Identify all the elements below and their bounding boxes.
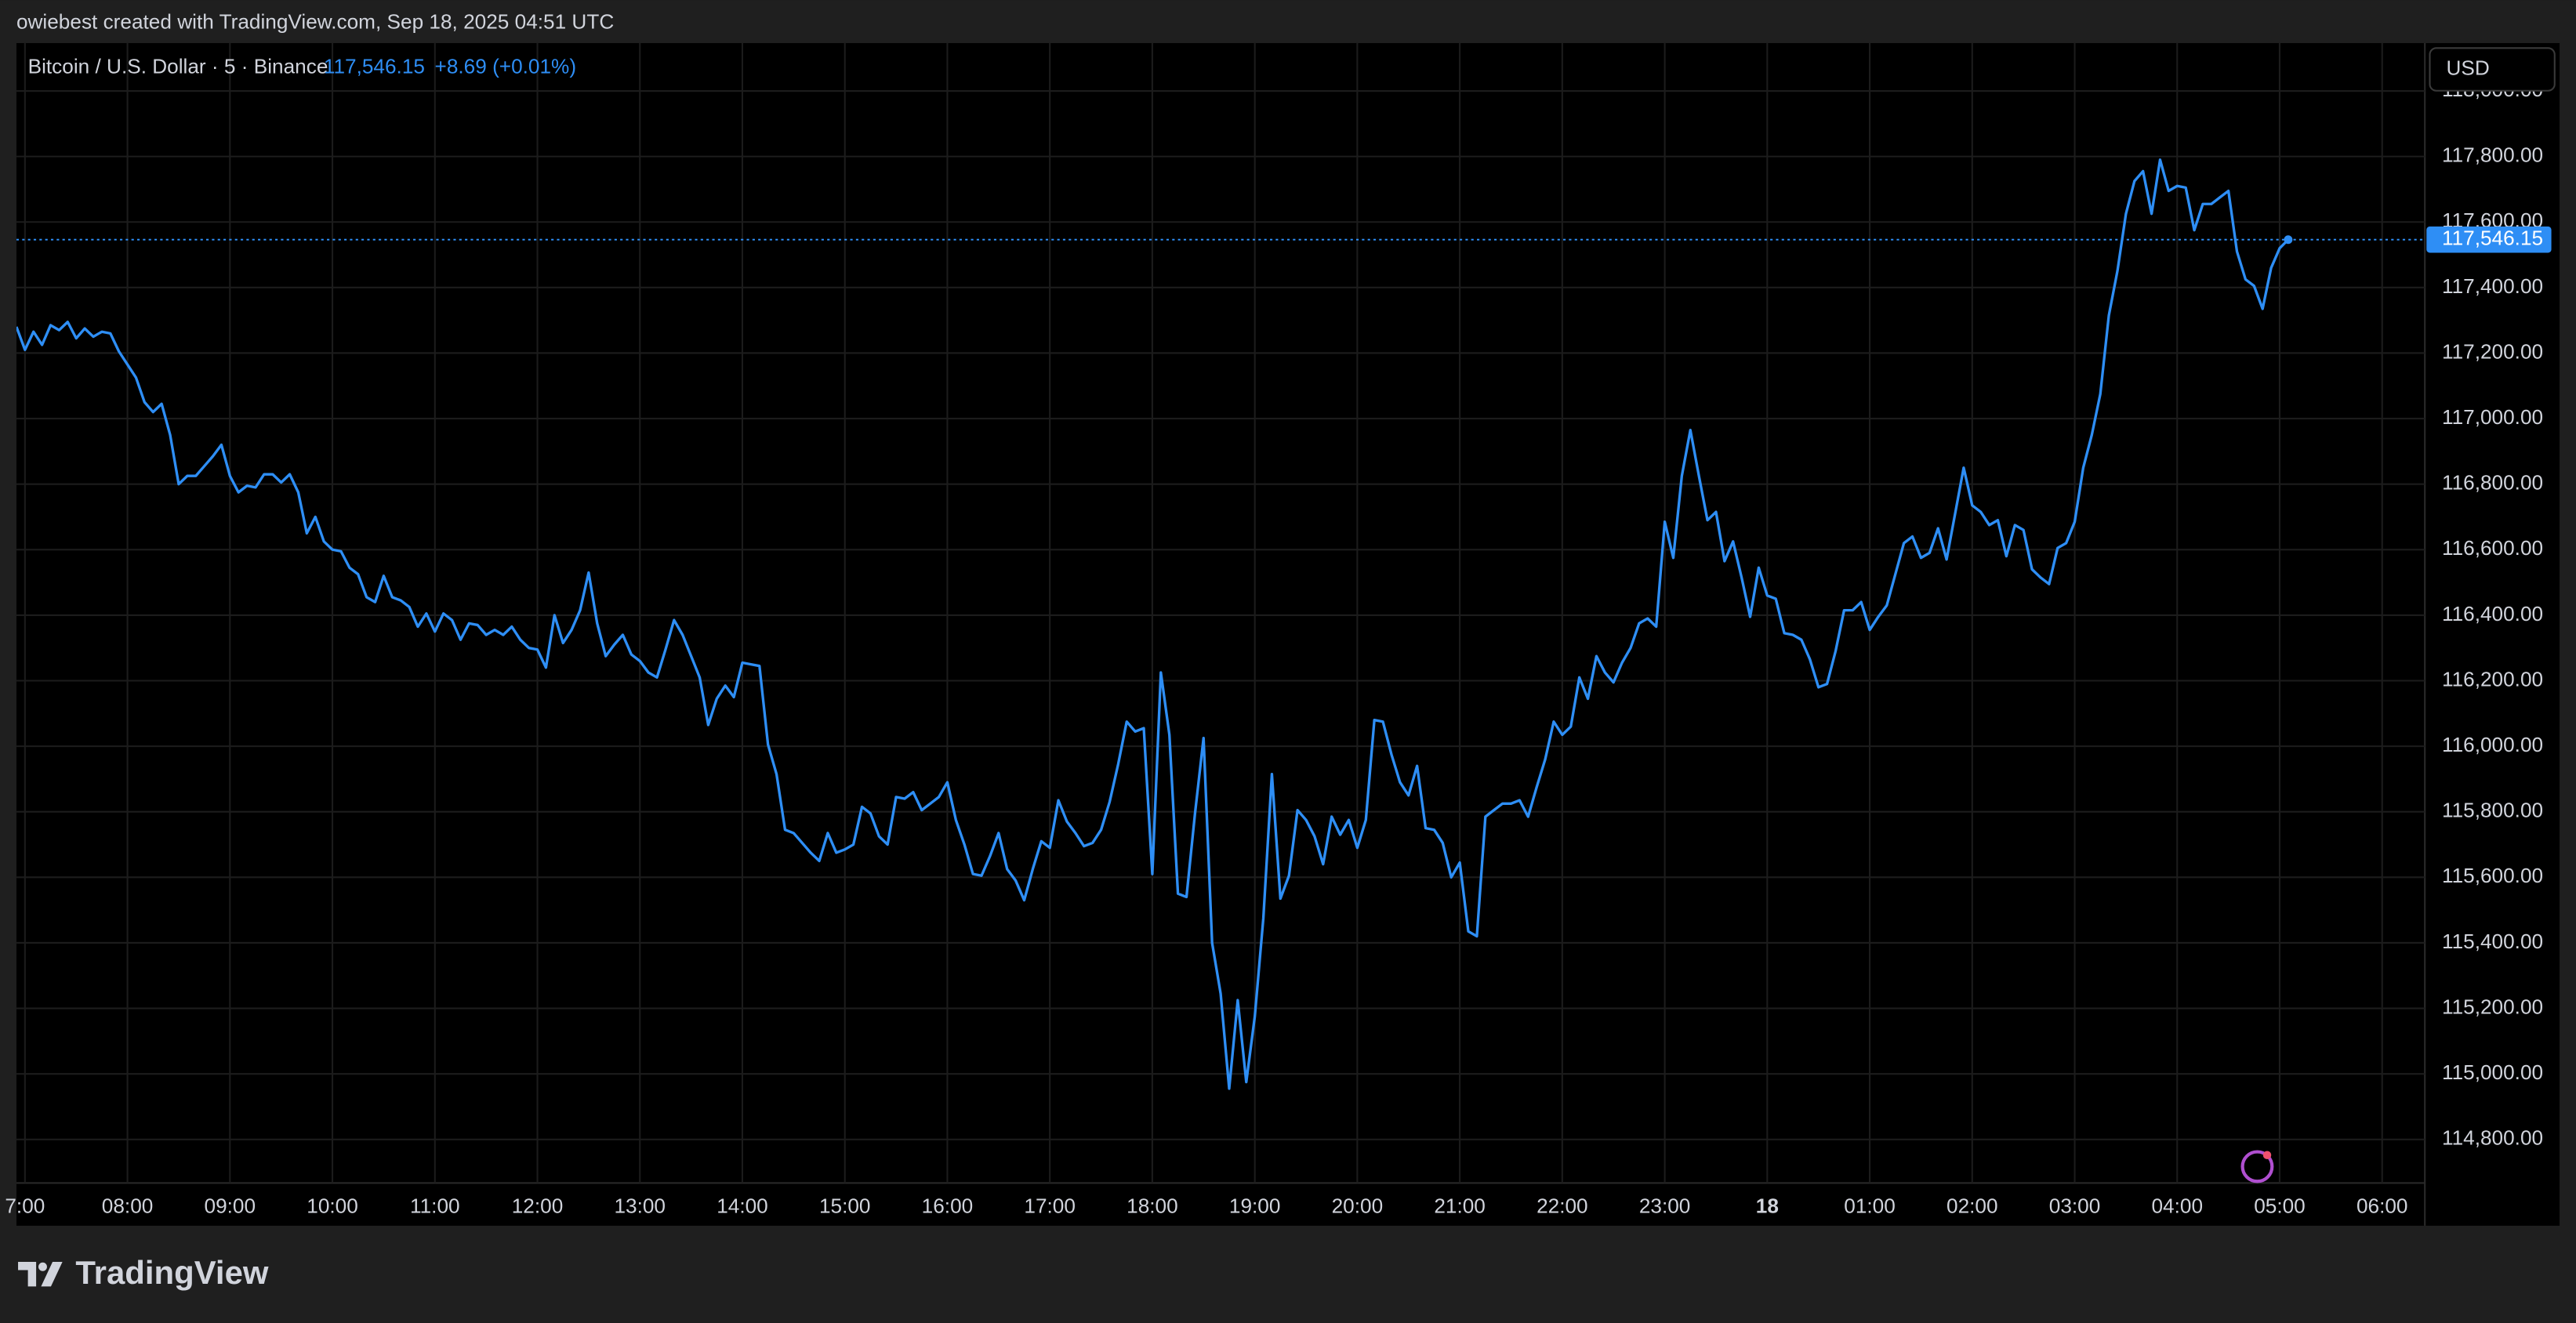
logo-mark — [18, 1261, 63, 1287]
y-tick-label: 116,200.00 — [2442, 667, 2543, 690]
x-tick-label: 01:00 — [1844, 1194, 1896, 1218]
y-tick-label: 115,400.00 — [2442, 930, 2543, 953]
x-tick-label: 7:00 — [5, 1194, 45, 1218]
x-tick-label: 18 — [1756, 1194, 1779, 1218]
last-price-label: 117,546.15 — [2442, 227, 2543, 250]
brand-name: TradingView — [75, 1254, 268, 1291]
x-tick-label: 15:00 — [819, 1194, 871, 1218]
chart-panel — [16, 42, 2560, 1226]
plot — [16, 158, 2425, 1090]
x-tick-label: 03:00 — [2049, 1194, 2101, 1218]
x-tick-label: 10:00 — [307, 1194, 358, 1218]
y-tick-label: 116,800.00 — [2442, 471, 2543, 495]
y-tick-label: 114,800.00 — [2442, 1126, 2543, 1150]
grid — [16, 42, 2425, 1183]
x-tick-label: 22:00 — [1537, 1194, 1588, 1218]
x-tick-label: 06:00 — [2356, 1194, 2408, 1218]
axes: 114,800.00 115,000.00 115,200.00 115,400.00… — [5, 78, 2552, 1218]
y-tick-label: 116,000.00 — [2442, 733, 2543, 756]
last-price-box — [2426, 226, 2552, 253]
x-tick-label: 04:00 — [2151, 1194, 2203, 1218]
x-tick-label: 09:00 — [205, 1194, 256, 1218]
legend-change: +8.69 (+0.01%) — [435, 54, 577, 78]
y-tick-label: 115,200.00 — [2442, 995, 2543, 1018]
y-tick-label: 116,600.00 — [2442, 536, 2543, 560]
x-tick-label: 02:00 — [1947, 1194, 1998, 1218]
y-tick-label: 117,200.00 — [2442, 339, 2543, 363]
currency-button[interactable] — [2429, 47, 2556, 92]
x-tick-label: 13:00 — [614, 1194, 666, 1218]
price-line — [16, 158, 2290, 1090]
icon-ring — [2240, 1150, 2274, 1183]
x-tick-label: 23:00 — [1639, 1194, 1691, 1218]
assistant-icon[interactable] — [2240, 1150, 2274, 1183]
y-tick-label: 117,000.00 — [2442, 405, 2543, 429]
brand-logo — [18, 1261, 63, 1287]
last-point — [2284, 235, 2293, 245]
x-tick-label: 08:00 — [102, 1194, 154, 1218]
logo-dot — [38, 1262, 47, 1271]
x-tick-label: 05:00 — [2254, 1194, 2306, 1218]
x-tick-label: 12:00 — [512, 1194, 564, 1218]
currency-label[interactable]: USD — [2446, 56, 2489, 79]
y-tick-label: 115,000.00 — [2442, 1060, 2543, 1084]
x-tick-label: 16:00 — [922, 1194, 974, 1218]
icon-dot — [2262, 1151, 2272, 1159]
x-tick-label: 20:00 — [1332, 1194, 1384, 1218]
x-tick-label: 19:00 — [1229, 1194, 1281, 1218]
y-tick-label: 117,400.00 — [2442, 274, 2543, 298]
y-tick-label: 115,800.00 — [2442, 799, 2543, 822]
symbol-title: Bitcoin / U.S. Dollar · 5 · Binance — [28, 54, 328, 78]
y-tick-label: 116,400.00 — [2442, 602, 2543, 625]
y-tick-label: 117,800.00 — [2442, 143, 2543, 167]
x-tick-label: 21:00 — [1434, 1194, 1486, 1218]
x-tick-label: 14:00 — [717, 1194, 768, 1218]
x-tick-label: 17:00 — [1024, 1194, 1076, 1218]
x-tick-label: 11:00 — [410, 1194, 460, 1218]
y-tick-label: 115,600.00 — [2442, 864, 2543, 887]
legend-price: 117,546.15 — [324, 54, 425, 78]
header-text: owiebest created with TradingView.com, S… — [16, 10, 614, 34]
x-tick-label: 18:00 — [1127, 1194, 1178, 1218]
